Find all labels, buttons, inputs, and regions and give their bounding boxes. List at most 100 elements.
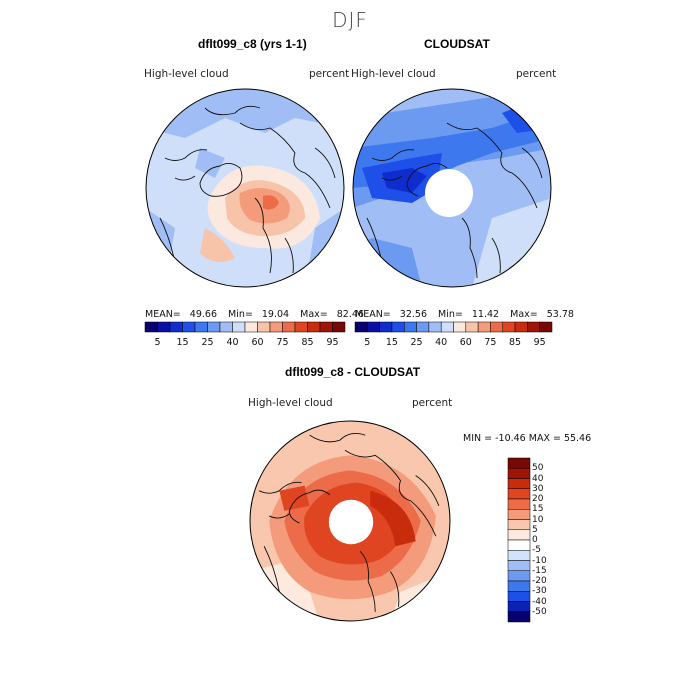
diff-colorbar-swatch (507, 591, 531, 602)
model-field-region (200, 228, 235, 262)
colorbar-swatch (144, 321, 158, 333)
obs-colorbar-ticks: 5 15 25 40 60 75 85 95 (355, 337, 552, 351)
diff-colorbar-tick-label: -20 (532, 576, 547, 586)
diff-colorbar-tick-label: 10 (532, 514, 544, 525)
colorbar-swatch (514, 321, 528, 333)
obs-polar-map (352, 88, 552, 288)
diff-colorbar-swatch (507, 560, 531, 571)
obs-panel-title: CLOUDSAT (424, 37, 490, 51)
colorbar-swatch (169, 321, 183, 333)
colorbar-tick-label: 40 (435, 337, 448, 348)
model-colorbar (144, 321, 346, 333)
diff-colorbar-swatch (507, 478, 531, 489)
diff-colorbar-tick-label: 40 (532, 473, 544, 484)
model-units-label: percent (309, 68, 350, 80)
diff-colorbar-swatch (507, 457, 531, 469)
diff-colorbar-tick-label: -15 (532, 565, 547, 576)
diff-colorbar-tick-label: 15 (532, 504, 544, 515)
model-polar-map (145, 88, 345, 288)
diff-colorbar-swatch (507, 509, 531, 520)
colorbar-swatch (527, 321, 540, 333)
colorbar-tick-label: 85 (301, 337, 314, 348)
model-field-region (263, 195, 279, 210)
diff-colorbar-tick-label: 20 (532, 494, 544, 504)
colorbar-swatch (539, 321, 553, 333)
mean-value: 49.66 (189, 309, 217, 320)
colorbar-swatch (490, 321, 504, 333)
diff-coastlines (258, 433, 440, 612)
colorbar-swatch (440, 321, 454, 333)
colorbar-tick-label: 75 (484, 337, 497, 348)
obs-no-data-hole (425, 169, 473, 217)
diff-colorbar-tick-label: -50 (532, 606, 547, 617)
mean-label: MEAN= (145, 309, 181, 320)
colorbar-tick-label: 60 (459, 337, 472, 348)
colorbar-tick-label: 5 (364, 337, 371, 348)
diff-colorbar-tick-label: 30 (532, 483, 544, 494)
diff-colorbar-swatch (507, 570, 531, 582)
colorbar-swatch (157, 321, 171, 333)
colorbar-swatch (416, 321, 430, 333)
diff-colorbar-swatch (507, 580, 531, 592)
max-label: Max= (300, 309, 328, 320)
colorbar-swatch (319, 321, 333, 333)
obs-units-label: percent (516, 68, 557, 80)
colorbar-swatch (282, 321, 296, 333)
diff-colorbar-swatch (507, 529, 531, 541)
colorbar-tick-label: 15 (385, 337, 398, 348)
diff-colorbar-swatch (507, 468, 531, 479)
colorbar-swatch (453, 321, 467, 333)
diff-colorbar-tick-label: 0 (532, 535, 538, 545)
diff-colorbar-swatch (507, 539, 531, 551)
obs-stats: MEAN= 32.56 Min= 11.42 Max= 53.78 (355, 309, 574, 320)
diff-colorbar-swatch (507, 611, 531, 623)
diff-panel-title: dflt099_c8 - CLOUDSAT (285, 365, 421, 379)
colorbar-tick-label: 40 (226, 337, 239, 348)
diff-colorbar (507, 457, 531, 623)
min-value: 19.04 (261, 309, 290, 320)
colorbar-swatch (404, 321, 417, 333)
mean-value: 32.56 (399, 309, 427, 320)
diff-colorbar-tick-label: -40 (532, 596, 547, 607)
colorbar-swatch (244, 321, 258, 333)
colorbar-tick-label: 25 (201, 337, 214, 348)
colorbar-swatch (477, 321, 491, 333)
diff-colorbar-tick-label: -30 (532, 586, 547, 597)
season-title: DJF (332, 8, 368, 32)
diff-colorbar-tick-label: -5 (532, 545, 541, 556)
colorbar-swatch (194, 321, 208, 333)
colorbar-tick-label: 95 (326, 337, 339, 348)
obs-colorbar (354, 321, 553, 333)
model-variable-label: High-level cloud (144, 68, 229, 80)
diff-units-label: percent (412, 397, 453, 409)
colorbar-tick-label: 60 (251, 337, 264, 348)
min-label: Min= (228, 309, 253, 320)
colorbar-tick-label: 95 (533, 337, 546, 348)
colorbar-swatch (332, 321, 346, 333)
model-colorbar-ticks: 5 15 25 40 60 75 85 95 (145, 337, 345, 351)
colorbar-swatch (379, 321, 393, 333)
colorbar-swatch (182, 321, 196, 333)
model-stats: MEAN= 49.66 Min= 19.04 Max= 82.46 (145, 309, 364, 320)
colorbar-swatch (428, 321, 442, 333)
colorbar-swatch (269, 321, 283, 333)
diff-field-region (370, 490, 416, 547)
min-value: 11.42 (471, 309, 500, 320)
min-label: Min= (438, 309, 463, 320)
diff-colorbar-swatch (507, 498, 531, 510)
diff-colorbar-swatch (507, 519, 531, 530)
obs-field-region (382, 168, 427, 193)
colorbar-tick-label: 15 (176, 337, 189, 348)
colorbar-tick-label: 75 (276, 337, 289, 348)
mean-label: MEAN= (355, 309, 391, 320)
diff-colorbar-swatch (507, 601, 531, 612)
max-value: 53.78 (546, 309, 574, 320)
colorbar-swatch (367, 321, 380, 333)
colorbar-swatch (294, 321, 308, 333)
max-value: 82.46 (336, 309, 364, 320)
colorbar-tick-label: 25 (410, 337, 423, 348)
colorbar-swatch (232, 321, 246, 333)
diff-colorbar-tick-label: 50 (532, 463, 544, 474)
max-label: Max= (510, 309, 538, 320)
diff-colorbar-tick-label: -10 (532, 555, 547, 566)
